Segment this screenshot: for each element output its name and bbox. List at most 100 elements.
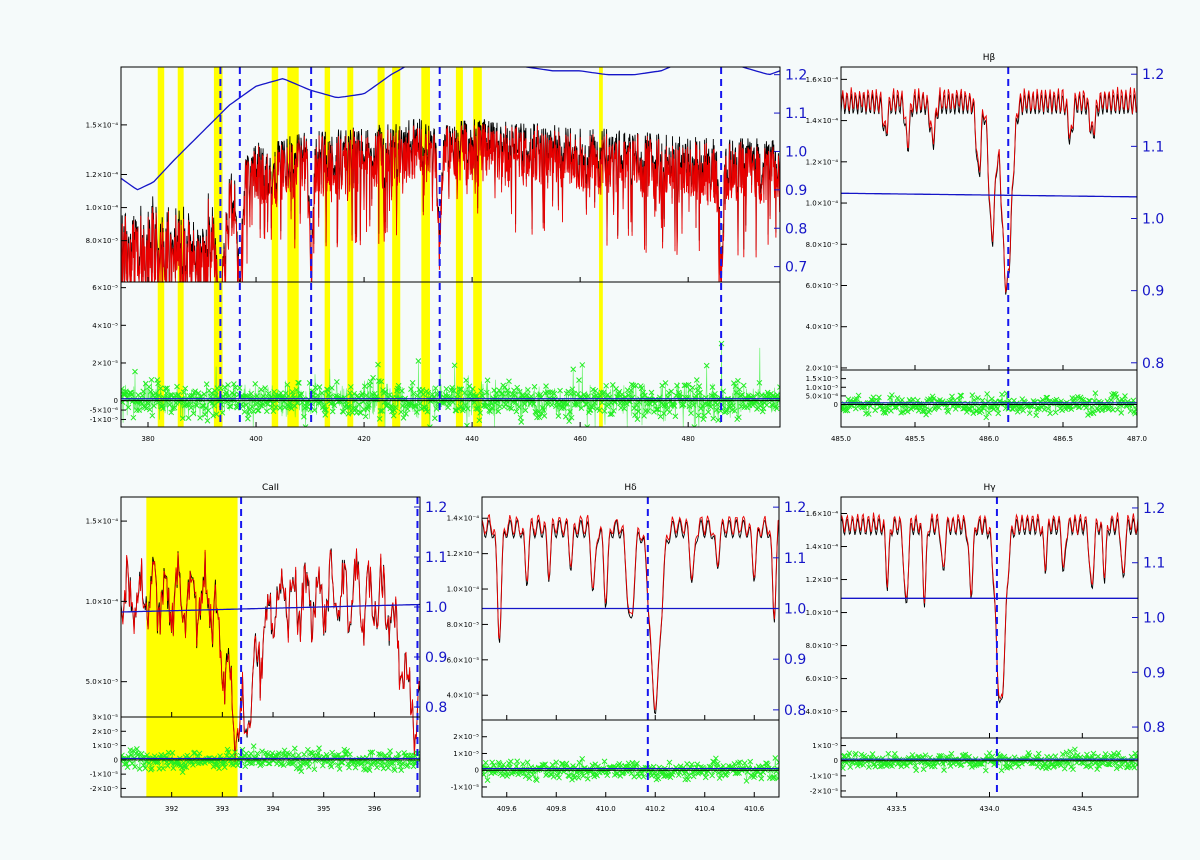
residual-point [1094,766,1101,772]
mask-band [287,67,299,427]
residual-point [296,380,302,386]
mask-band [455,67,463,427]
residual-frame [120,716,421,798]
plot-area-ca [121,497,420,797]
residual-y-tick-label: -1×10⁻⁵ [90,416,118,424]
plot-area-hd [482,497,779,797]
y-tick-label: 5.0×10⁻⁵ [86,678,119,686]
right-tick-label: 1.0 [785,144,807,160]
residual-point [508,405,515,412]
panel-title: Hγ [983,483,996,493]
residual-y-tick-label: -1×10⁻⁵ [90,771,118,779]
residual-point [592,761,599,768]
residual-y-tick-label: 5.0×10⁻⁶ [806,392,839,400]
right-tick-label: 0.8 [785,221,807,237]
mask-band [599,67,603,427]
mask-band [271,67,279,427]
right-tick-label: 0.9 [1142,284,1164,300]
residual-point [662,380,669,386]
right-tick-label: 1.1 [1143,556,1165,572]
x-tick-label: 433.5 [887,805,907,813]
residual-point [216,765,222,772]
y-tick-label: 1.0×10⁻⁴ [86,204,119,212]
y-tick-label: 8.0×10⁻⁵ [806,241,839,249]
mask-band [146,497,238,797]
residual-point [986,410,992,416]
residual-y-tick-label: 2×10⁻⁵ [92,728,118,736]
model-spectrum-line [121,548,420,763]
residual-y-tick-label: 0 [834,757,838,765]
residual-point [295,752,302,758]
residual-y-tick-label: 0 [475,767,479,775]
residual-line [121,343,780,427]
mask-band [347,67,354,427]
right-tick-label: 1.2 [1142,67,1164,83]
residual-point [506,378,512,385]
y-tick-label: 1.6×10⁻⁴ [806,76,839,84]
right-tick-label: 0.9 [785,183,807,199]
residual-point [514,384,521,391]
x-tick-label: 434.5 [1072,805,1092,813]
y-tick-label: 1.2×10⁻⁴ [86,171,119,179]
residual-point [252,381,259,387]
residual-point [777,384,780,391]
y-tick-label: 1.0×10⁻⁴ [806,200,839,208]
x-tick-label: 394 [266,805,280,813]
mask-band [421,67,430,427]
residual-frame [120,281,781,428]
residual-point [302,424,309,427]
residual-frame [481,719,780,798]
right-tick-label: 0.8 [1143,720,1165,736]
residual-point [185,415,192,421]
residual-point [291,745,298,752]
panel-hg: 433.5 434.0 434.5 4.0×10⁻⁵ 6.0×10⁻⁵ 8.0×10⁻⁵ 1… [806,483,1166,813]
right-tick-label: 0.7 [785,260,807,276]
residual-point [451,362,458,369]
residual-point [562,413,569,420]
x-tick-label: 392 [165,805,178,813]
x-tick-label: 396 [368,805,382,813]
model-spectrum-line [841,512,1138,700]
x-tick-label: 400 [249,435,262,443]
residual-point [464,405,471,412]
y-tick-label: 1.0×10⁻⁴ [447,586,480,594]
mask-band [213,67,223,427]
residual-point [631,773,638,780]
residual-point [431,415,438,422]
residual-markers [841,746,1138,774]
y-tick-label: 8.0×10⁻⁵ [447,621,480,629]
residual-point [899,397,905,403]
y-tick-label: 1.0×10⁻⁴ [86,598,119,606]
y-tick-label: 4.0×10⁻⁵ [806,323,839,331]
x-tick-label: 486.5 [1053,435,1073,443]
residual-y-tick-label: 2×10⁻⁵ [92,359,118,367]
residual-point [531,383,538,390]
right-tick-label: 0.8 [784,703,806,719]
residual-point [495,408,502,415]
x-tick-label: 410.0 [596,805,616,813]
residual-point [949,393,955,400]
right-tick-label: 0.9 [1143,665,1165,681]
plot-area-hb [841,67,1137,427]
x-tick-label: 486.0 [979,435,999,443]
y-tick-label: 6.0×10⁻⁵ [806,282,839,290]
model-spectrum-line [482,514,779,711]
residual-point [443,386,450,392]
y-tick-label: 2.0×10⁻⁵ [806,364,839,372]
mask-band [377,67,385,427]
residual-point [155,380,161,387]
residual-point [776,759,779,766]
y-tick-label: 1.4×10⁻⁴ [447,515,480,523]
residual-y-tick-label: 1.5×10⁻⁵ [806,375,839,383]
x-tick-label: 393 [216,805,229,813]
residual-point [1052,409,1059,416]
x-tick-label: 410.6 [744,805,765,813]
right-tick-label: 1.2 [1143,501,1165,517]
x-tick-label: 485.5 [905,435,925,443]
residual-point [154,377,161,383]
residual-point [415,358,422,364]
y-tick-label: 8.0×10⁻⁵ [806,642,839,650]
x-tick-label: 420 [357,435,370,443]
residual-point [340,409,347,415]
observed-spectrum-line [482,518,779,715]
